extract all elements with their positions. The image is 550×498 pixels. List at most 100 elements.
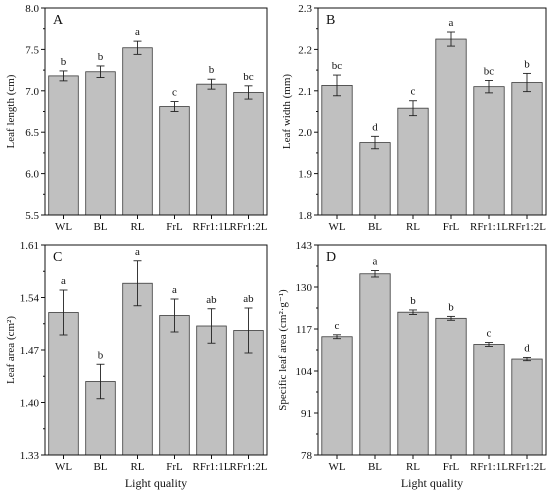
y-tick-label: 1.40	[20, 398, 40, 410]
panel-a: b WL b BL a RL c FrL b RFr1:1L bc RFr1:2L 5.5 6.0 6.5 7…	[5, 3, 268, 233]
x-tick-label: WL	[55, 461, 72, 473]
panel-letter: B	[326, 13, 335, 28]
significance-letter: bc	[243, 71, 254, 83]
y-tick-label: 6.0	[25, 169, 39, 181]
bar-b-3	[435, 38, 467, 216]
bar-b-1	[359, 142, 391, 216]
significance-letter: a	[135, 246, 140, 258]
y-tick-label: 1.8	[298, 210, 312, 222]
bar-b-5	[511, 82, 543, 216]
x-tick-label: RL	[130, 221, 144, 233]
x-tick-label: RFr1:1L	[193, 221, 231, 233]
y-axis-label: Leaf area (cm²)	[5, 316, 17, 384]
y-tick-label: 7.5	[25, 44, 39, 56]
x-tick-label: FrL	[166, 461, 183, 473]
x-tick-label: BL	[93, 461, 107, 473]
x-tick-label: RL	[406, 461, 420, 473]
y-tick-label: 143	[296, 240, 313, 252]
bar-c-4	[196, 325, 227, 456]
significance-letter: a	[449, 17, 454, 29]
significance-letter: d	[372, 121, 378, 133]
bar-d-1	[359, 273, 391, 456]
significance-letter: c	[411, 86, 416, 98]
y-tick-label: 130	[296, 282, 313, 294]
x-axis-label: Light quality	[401, 476, 463, 490]
y-tick-label: 1.61	[20, 240, 39, 252]
bar-d-0	[321, 336, 353, 456]
bar-b-2	[397, 107, 429, 216]
x-tick-label: WL	[328, 221, 345, 233]
x-axis-label: Light quality	[125, 476, 187, 490]
y-tick-label: 7.0	[25, 86, 39, 98]
y-axis-label: Leaf width (mm)	[281, 74, 293, 149]
bar-d-4	[473, 344, 505, 456]
bar-a-4	[196, 83, 227, 216]
x-tick-label: RFr1:2L	[230, 221, 268, 233]
x-tick-label: RFr1:2L	[508, 461, 546, 473]
y-tick-label: 104	[296, 366, 313, 378]
significance-letter: b	[448, 301, 454, 313]
y-tick-label: 5.5	[25, 210, 39, 222]
significance-letter: c	[335, 320, 340, 332]
bar-d-5	[511, 358, 543, 456]
y-tick-label: 2.0	[298, 127, 312, 139]
panel-b: bc WL d BL c RL a FrL bc RFr1:1L b RFr1:2L 1.8 1.9 2.0…	[281, 3, 547, 233]
panel-letter: D	[326, 250, 336, 265]
y-tick-label: 8.0	[25, 3, 39, 15]
bar-c-3	[159, 315, 190, 456]
x-tick-label: RFr1:2L	[508, 221, 546, 233]
y-tick-label: 78	[301, 450, 313, 462]
x-tick-label: RL	[406, 221, 420, 233]
significance-letter: d	[524, 342, 530, 354]
bar-b-0	[321, 85, 353, 216]
y-tick-label: 91	[301, 408, 312, 420]
x-tick-label: FrL	[443, 461, 460, 473]
panel-letter: A	[53, 13, 64, 28]
significance-letter: ab	[206, 294, 217, 306]
bar-a-0	[48, 75, 79, 216]
significance-letter: b	[98, 349, 104, 361]
significance-letter: a	[172, 284, 177, 296]
x-tick-label: FrL	[166, 221, 183, 233]
significance-letter: c	[172, 87, 177, 99]
significance-letter: b	[209, 64, 215, 76]
bar-d-3	[435, 317, 467, 456]
x-tick-label: BL	[368, 221, 382, 233]
y-tick-label: 6.5	[25, 127, 39, 139]
y-axis-label: Leaf length (cm)	[5, 74, 17, 148]
significance-letter: b	[410, 295, 416, 307]
significance-letter: b	[61, 56, 67, 68]
bar-a-2	[122, 47, 153, 216]
x-tick-label: WL	[328, 461, 345, 473]
x-tick-label: BL	[368, 461, 382, 473]
x-tick-label: RL	[130, 461, 144, 473]
significance-letter: a	[135, 26, 140, 38]
panel-letter: C	[53, 250, 62, 265]
significance-letter: c	[487, 328, 492, 340]
significance-letter: b	[524, 58, 530, 70]
panel-d: c WL a BL b RL b FrL c RFr1:1L d RFr1:2L 78 91 104 117 1…	[277, 240, 547, 490]
significance-letter: a	[373, 256, 378, 268]
y-tick-label: 2.3	[298, 3, 312, 15]
y-tick-label: 2.1	[298, 86, 312, 98]
x-tick-label: RFr1:1L	[470, 221, 508, 233]
bar-b-4	[473, 86, 505, 216]
x-tick-label: BL	[93, 221, 107, 233]
x-tick-label: WL	[55, 221, 72, 233]
x-tick-label: RFr1:2L	[230, 461, 268, 473]
x-tick-label: FrL	[443, 221, 460, 233]
bar-a-1	[85, 71, 116, 216]
x-tick-label: RFr1:1L	[470, 461, 508, 473]
y-tick-label: 117	[296, 324, 313, 336]
y-axis-label: Specific leaf area (cm²·g⁻¹)	[277, 289, 289, 411]
x-tick-label: RFr1:1L	[193, 461, 231, 473]
significance-letter: bc	[484, 65, 495, 77]
significance-letter: a	[61, 275, 66, 287]
bar-d-2	[397, 311, 429, 456]
y-tick-label: 1.33	[20, 450, 40, 462]
bar-a-3	[159, 106, 190, 216]
significance-letter: bc	[332, 60, 343, 72]
panel-c: a WL b BL a RL a FrL ab RFr1:1L ab RFr1:2L 1.33 1.40 1…	[5, 240, 268, 490]
